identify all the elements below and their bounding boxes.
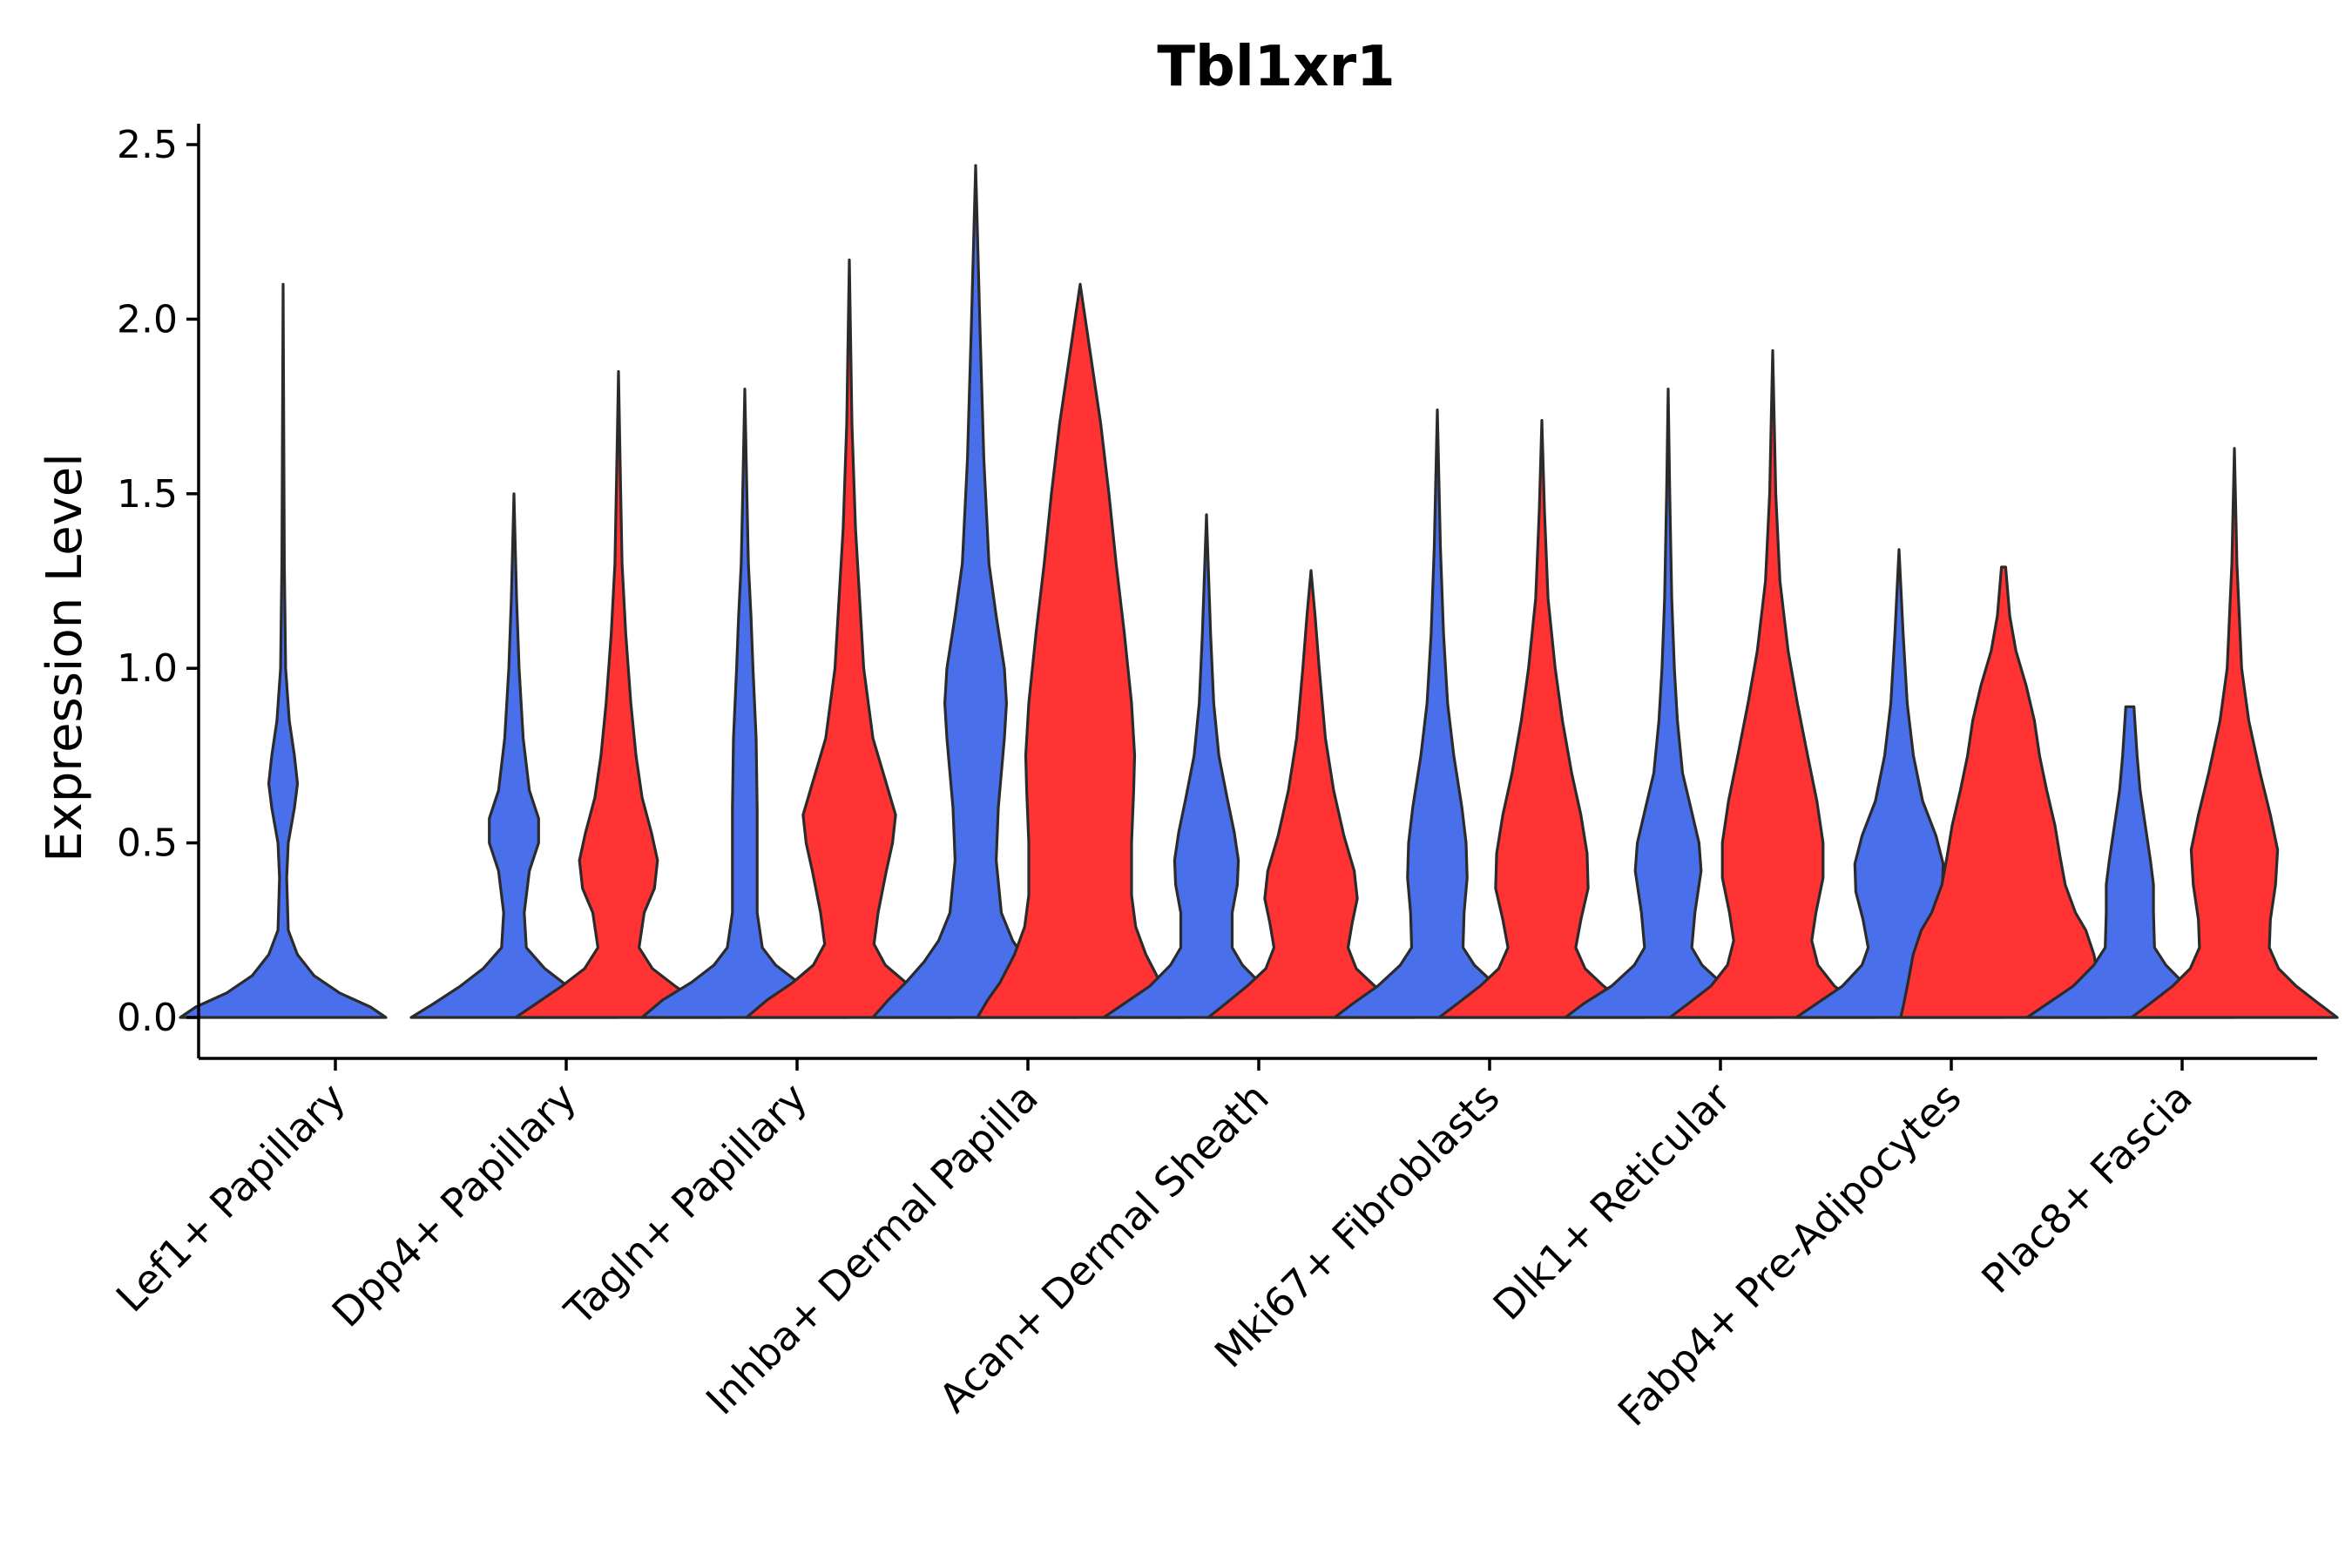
violin-fabp4-pre-adipocytes-series-1 [1899, 565, 2108, 1019]
y-tick-label: 0.5 [117, 821, 178, 866]
y-tick-label: 1.5 [117, 472, 178, 517]
violins-layer [179, 164, 2339, 1019]
x-tick-label: Dlk1+ Reticular [1484, 1074, 1740, 1329]
violin-tagln-papillary-series-1 [745, 258, 954, 1019]
y-tick-label: 1.0 [117, 646, 178, 691]
y-axis-label: Expression Level [37, 453, 93, 862]
x-tick-label: Dpp4+ Papillary [323, 1074, 585, 1336]
violin-dlk1-reticular-series-0 [1564, 388, 1773, 1019]
violin-plac8-fascia-series-0 [2025, 705, 2234, 1019]
violin-acan-dermal-sheath-series-0 [1102, 513, 1311, 1019]
violin-inhba-dermal-papilla-series-1 [976, 282, 1185, 1019]
violin-acan-dermal-sheath-series-1 [1206, 569, 1416, 1019]
violin-dpp4-papillary-series-0 [409, 492, 618, 1019]
violin-plac8-fascia-series-1 [2130, 447, 2339, 1019]
violin-lef1-papillary-series-0 [179, 282, 388, 1019]
x-tick-label: Tagln+ Papillary [555, 1074, 816, 1335]
y-tick-label: 2.5 [117, 123, 178, 167]
violin-inhba-dermal-papilla-series-0 [871, 164, 1080, 1019]
y-tick-label: 0.0 [117, 996, 178, 1040]
violin-dlk1-reticular-series-1 [1668, 348, 1877, 1019]
x-tick-label: Plac8+ Fascia [1972, 1074, 2200, 1302]
x-tick-label: Lef1+ Papillary [107, 1074, 355, 1321]
violin-mki67-fibroblasts-series-1 [1437, 419, 1646, 1019]
y-tick-label: 2.0 [117, 297, 178, 341]
chart-title: Tbl1xr1 [1157, 35, 1395, 99]
violin-dpp4-papillary-series-1 [514, 369, 723, 1019]
violin-mki67-fibroblasts-series-0 [1333, 409, 1542, 1019]
violin-tagln-papillary-series-0 [640, 388, 849, 1019]
